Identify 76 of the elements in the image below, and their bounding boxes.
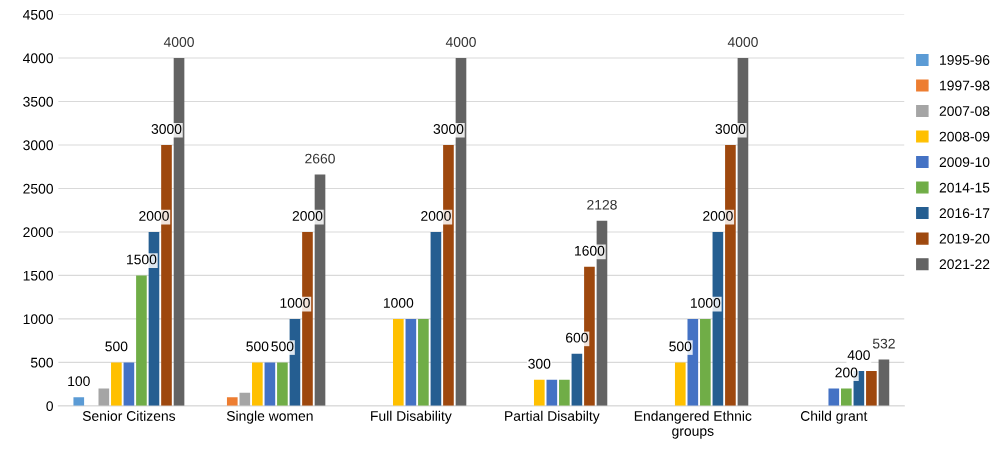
bar [700, 318, 711, 406]
data-label: 3000 [433, 124, 464, 134]
data-label: 400 [847, 350, 870, 360]
data-label: 2000 [703, 211, 733, 221]
bar [226, 397, 238, 406]
bar [559, 379, 570, 406]
bar [239, 392, 251, 406]
x-tick-label: Senior Citizens [82, 410, 176, 421]
legend-label: 1997-98 [940, 80, 990, 91]
data-label: 3000 [715, 124, 746, 134]
data-label: 4000 [163, 37, 194, 47]
bar [571, 353, 583, 406]
bar [418, 318, 429, 406]
data-label: 4000 [727, 37, 758, 47]
bar [674, 362, 686, 406]
bar [866, 371, 877, 406]
bar [136, 275, 147, 406]
y-tick-label: 3000 [23, 140, 53, 151]
data-label: 200 [835, 367, 858, 378]
y-tick-label: 0 [46, 401, 53, 412]
y-tick-label: 2000 [23, 227, 53, 238]
x-tick-label: Single women [226, 410, 313, 424]
data-label: 500 [246, 341, 269, 352]
data-label: 500 [669, 341, 692, 352]
bar [841, 388, 852, 406]
y-tick-label: 1500 [23, 270, 53, 281]
data-label: 1000 [280, 297, 310, 308]
legend-label: 2007-08 [939, 106, 990, 116]
bar [405, 318, 417, 406]
data-label: 2660 [305, 153, 335, 164]
bar [123, 362, 135, 406]
data-label: 100 [68, 376, 90, 387]
legend-label: 2008-09 [939, 131, 990, 142]
data-label: 1000 [690, 297, 721, 308]
bar [111, 362, 122, 406]
legend-label: 2014-15 [939, 182, 990, 193]
bar [264, 362, 276, 406]
bar [73, 397, 85, 406]
legend-label: 2016-17 [939, 208, 990, 219]
legend-label: 2009-10 [939, 157, 990, 168]
bar [430, 231, 442, 406]
bar [393, 318, 404, 406]
y-tick-label: 3500 [23, 96, 53, 107]
x-tick-label: Full Disability [371, 410, 452, 424]
bar [277, 362, 288, 406]
legend-label: 1995-96 [940, 55, 990, 65]
y-tick-label: 500 [30, 357, 53, 368]
data-label: 2128 [587, 199, 617, 210]
bar [252, 362, 263, 406]
data-label: 500 [271, 341, 294, 352]
y-tick-label: 4000 [22, 53, 53, 64]
x-tick-label: Endangered Ethnic groups [634, 410, 752, 439]
data-label: 3000 [151, 124, 182, 134]
data-label: 1600 [575, 245, 605, 256]
x-tick-label: Partial Disabilty [505, 410, 600, 424]
legend-label: 2019-20 [939, 233, 990, 244]
y-tick-label: 2500 [23, 183, 53, 194]
bar [546, 379, 558, 406]
x-tick-label: Child grant [800, 410, 868, 424]
bar [828, 388, 840, 406]
data-label: 600 [566, 332, 588, 343]
y-tick-label: 4500 [22, 9, 53, 20]
data-label: 2000 [139, 211, 169, 221]
data-label: 1000 [383, 297, 414, 308]
legend-label: 2021-22 [939, 259, 990, 270]
data-label: 4000 [445, 37, 476, 47]
data-label: 500 [105, 341, 128, 352]
data-label: 300 [528, 358, 551, 369]
data-label: 2000 [292, 211, 323, 221]
data-label: 532 [872, 338, 895, 349]
bar [533, 379, 545, 406]
bar [98, 388, 110, 406]
data-label: 1500 [127, 254, 157, 265]
bar [878, 359, 890, 406]
data-label: 2000 [421, 211, 451, 221]
y-tick-label: 1000 [23, 314, 53, 325]
